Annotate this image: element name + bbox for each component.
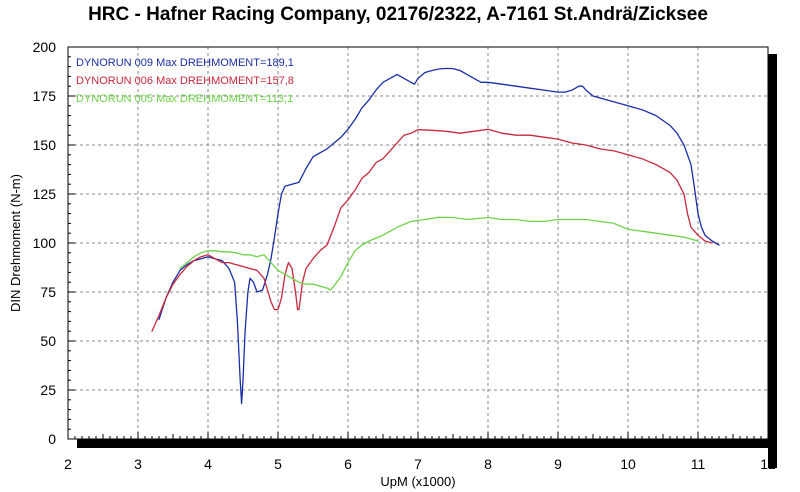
x-tick-label-10: 12 [760,456,776,472]
y-tick-label-1: 25 [40,382,56,398]
x-tick-labels: 2 3 4 5 6 7 8 9 10 11 12 [64,456,776,472]
x-tick-label-3: 5 [274,456,282,472]
x-tick-label-9: 11 [691,456,706,472]
y-tick-labels: 0 25 50 75 100 125 150 175 200 [33,39,57,447]
y-tick-label-2: 50 [40,333,56,349]
x-tick-label-6: 8 [484,456,492,472]
y-tick-label-4: 100 [33,235,57,251]
x-axis-label: UpM (x1000) [380,474,455,489]
x-tick-label-4: 6 [344,456,352,472]
x-tick-label-5: 7 [414,456,422,472]
y-tick-label-6: 150 [33,137,57,153]
x-tick-label-7: 9 [554,456,562,472]
y-tick-label-0: 0 [48,431,56,447]
y-tick-label-3: 75 [40,284,56,300]
series-line-2 [151,128,713,332]
series-lines [151,67,720,405]
legend-entry-1: DYNORUN 009 Max DREHMOMENT=189,1 [76,57,294,69]
legend: DYNORUN 009 Max DREHMOMENT=189,1 DYNORUN … [76,57,294,105]
legend-entry-2: DYNORUN 006 Max DREHMOMENT=157,8 [76,75,294,87]
frame-shadow-right [768,54,777,468]
series-line-3 [179,216,699,291]
chart-title: HRC - Hafner Racing Company, 02176/2322,… [88,4,708,25]
series-line-1 [158,67,720,405]
y-axis-label: DIN Drehmoment (N-m) [8,174,23,312]
x-tick-label-8: 10 [620,456,636,472]
frame-shadow-bottom [77,439,777,448]
y-tick-label-7: 175 [33,88,57,104]
y-tick-label-8: 200 [33,39,57,55]
grid [68,47,768,439]
x-tick-label-0: 2 [64,456,72,472]
y-tick-label-5: 125 [33,186,57,202]
x-tick-label-2: 4 [204,456,212,472]
x-tick-label-1: 3 [134,456,142,472]
legend-entry-3: DYNORUN 005 Max DREHMOMENT=113,1 [76,93,293,105]
axis-ticks [67,46,769,440]
